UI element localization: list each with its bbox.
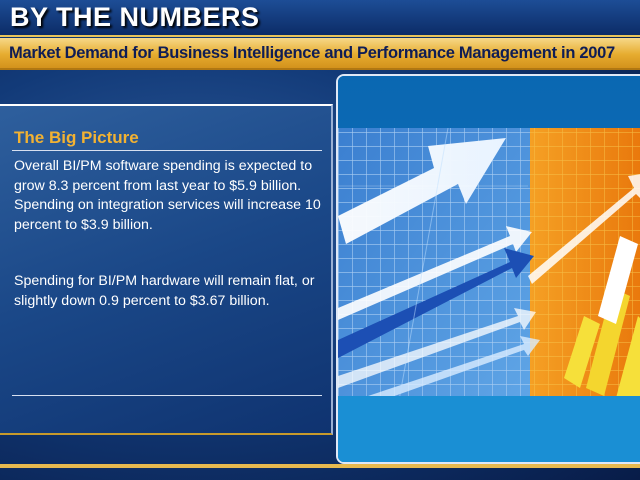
- header-bar: [0, 0, 640, 37]
- panel-heading: The Big Picture: [14, 128, 139, 147]
- page-subtitle: Market Demand for Business Intelligence …: [9, 44, 615, 62]
- paragraph-software-spending: Overall BI/PM software spending is expec…: [14, 158, 321, 233]
- bottom-divider: [12, 395, 322, 396]
- header-divider: [0, 35, 640, 37]
- illustration-frame: [336, 74, 640, 464]
- bottom-accent-strip: [0, 464, 640, 468]
- info-panel: [0, 104, 333, 435]
- subtitle-bar: [0, 38, 640, 70]
- growth-arrows-and-bars-icon: [338, 76, 640, 462]
- page-title: BY THE NUMBERS: [10, 2, 260, 32]
- paragraph-hardware-spending: Spending for BI/PM hardware will remain …: [14, 273, 315, 309]
- heading-divider: [12, 150, 322, 151]
